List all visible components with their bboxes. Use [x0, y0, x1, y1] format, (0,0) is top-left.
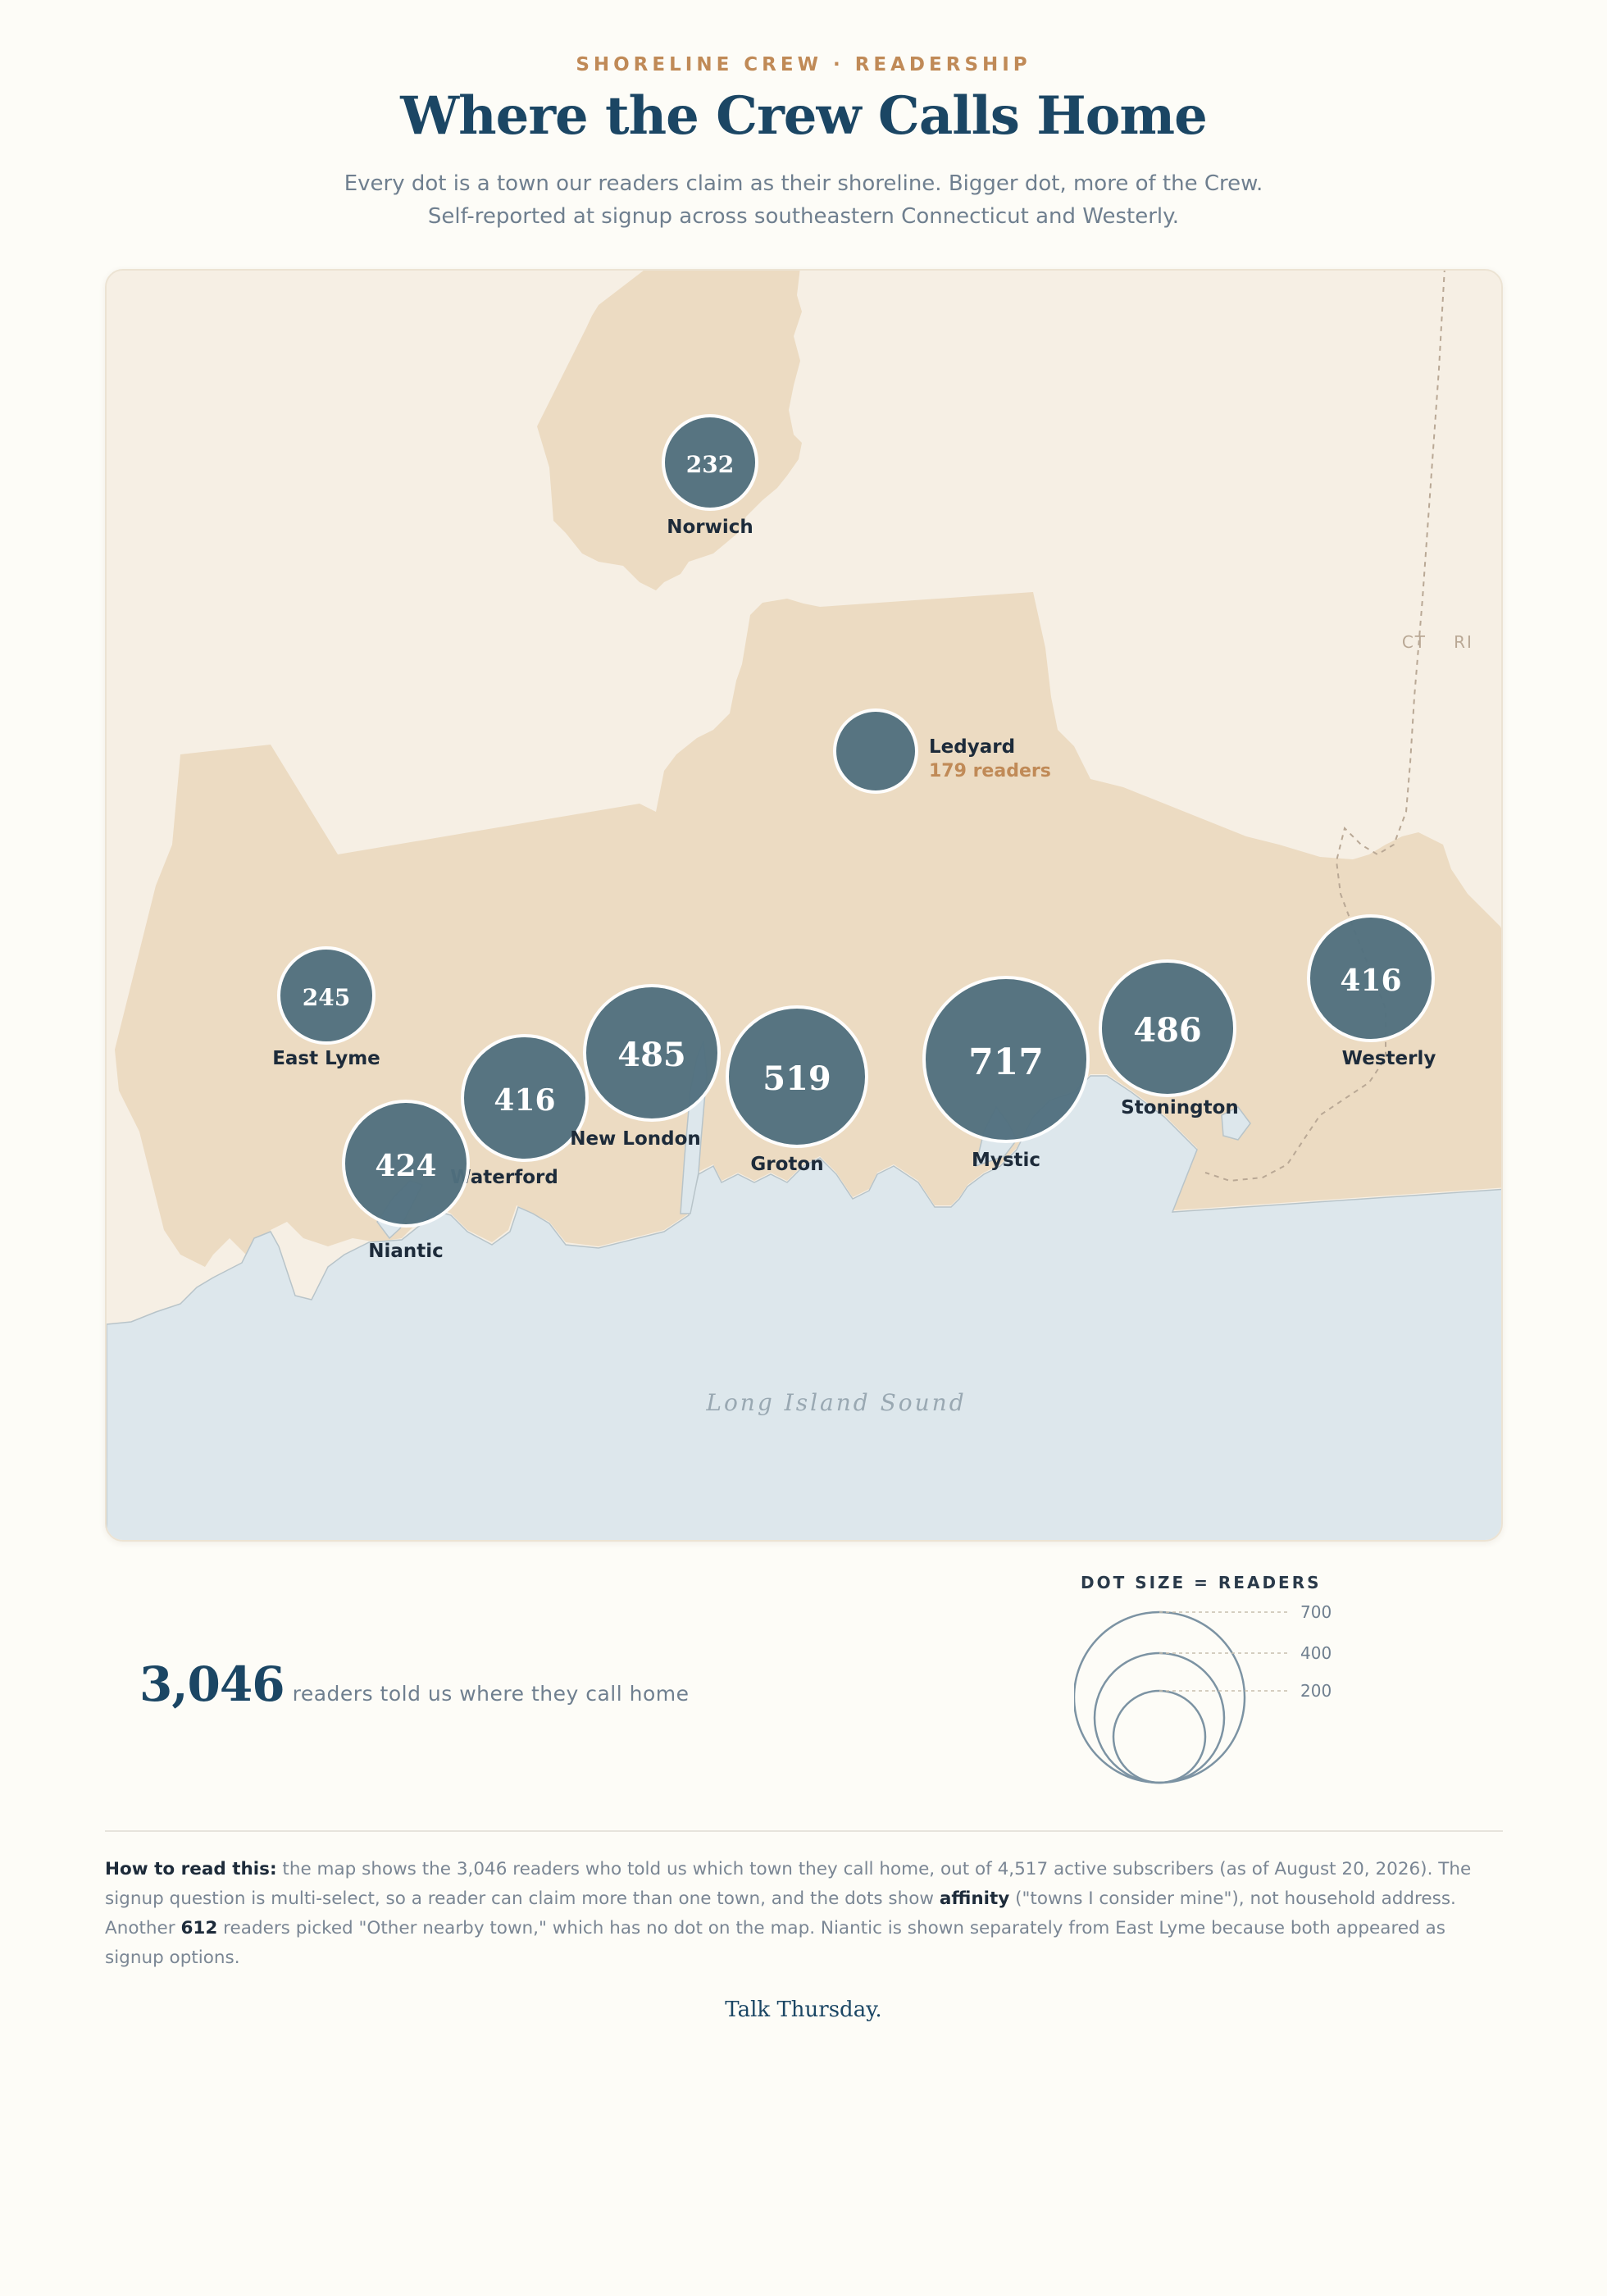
town-dot-westerly[interactable]: 416 Westerly: [1307, 914, 1436, 1069]
legend-circle-200: [1112, 1689, 1207, 1784]
town-dot-new-london[interactable]: 485 New London: [570, 984, 721, 1150]
town-dot-east-lyme[interactable]: 245 East Lyme: [272, 946, 380, 1069]
town-dot-groton[interactable]: 519 Groton: [726, 1005, 868, 1175]
divider: [105, 1830, 1503, 1832]
map-card: CT RI Long Island Sound 232 Norwich Ledy…: [105, 269, 1503, 1542]
town-label: East Lyme: [272, 1048, 380, 1069]
dot-value: 717: [968, 1041, 1044, 1083]
dot-value: 485: [617, 1036, 686, 1074]
water-label: Long Island Sound: [705, 1389, 966, 1416]
town-label: Stonington: [1121, 1097, 1239, 1118]
kicker: SHORELINE CREW · READERSHIP: [576, 54, 1031, 75]
town-label: Ledyard: [929, 736, 1015, 758]
page-title: Where the Crew Calls Home: [400, 85, 1208, 147]
reading-note: How to read this: the map shows the 3,04…: [105, 1855, 1503, 1973]
note-bold-affinity: affinity: [939, 1888, 1010, 1909]
state-border-line: [1204, 271, 1445, 1182]
reader-total-label: readers told us where they call home: [292, 1682, 690, 1706]
size-legend: DOT SIZE = READERS 700 400 200: [1074, 1566, 1418, 1796]
town-dot-niantic[interactable]: 424 Niantic: [342, 1100, 470, 1262]
reader-total: 3,046: [139, 1656, 285, 1712]
pawcatuck-inlet: [1221, 1106, 1251, 1141]
town-label: Mystic: [972, 1150, 1040, 1171]
legend-circle-400: [1093, 1651, 1226, 1784]
town-dots: 232 Norwich Ledyard 179 readers 245 East…: [272, 414, 1436, 1262]
signoff: Talk Thursday.: [725, 1998, 882, 2022]
town-label: Norwich: [667, 517, 753, 538]
subtitle: Every dot is a town our readers claim as…: [271, 167, 1336, 233]
town-dot-stonington[interactable]: 486 Stonington: [1099, 959, 1239, 1118]
note-part-1: the map shows the 3,046 readers who told…: [105, 1859, 1472, 1909]
map-canvas: CT RI Long Island Sound 232 Norwich Ledy…: [107, 271, 1501, 1540]
note-bold-count: 612: [180, 1918, 218, 1938]
dot-value: 232: [686, 451, 734, 478]
reader-stat: 3,046 readers told us where they call ho…: [139, 1656, 690, 1712]
dot-value: 519: [763, 1059, 831, 1098]
note-part-3: readers picked "Other nearby town," whic…: [105, 1918, 1445, 1968]
legend-circle-700: [1074, 1610, 1246, 1784]
note-part-2: ("towns I consider mine"), not household…: [105, 1888, 1456, 1938]
town-dot-norwich[interactable]: 232 Norwich: [662, 414, 758, 538]
state-label-ct: CT: [1402, 632, 1427, 652]
town-label: Niantic: [368, 1241, 444, 1262]
state-label-ri: RI: [1454, 632, 1473, 652]
note-lead: How to read this:: [105, 1859, 277, 1879]
town-dot-ledyard[interactable]: Ledyard 179 readers: [833, 708, 1051, 794]
legend-label-700: 700: [1300, 1602, 1332, 1622]
legend-label-200: 200: [1300, 1681, 1332, 1701]
dot-value: 486: [1133, 1011, 1202, 1050]
legend-graphic: 700 400 200: [1074, 1602, 1332, 1784]
dot-value: 245: [303, 984, 350, 1011]
town-label: Westerly: [1342, 1048, 1436, 1069]
dot-value: 416: [494, 1083, 555, 1118]
subtitle-line-1: Every dot is a town our readers claim as…: [344, 171, 1263, 196]
town-label: New London: [570, 1128, 701, 1150]
town-dot-mystic[interactable]: 717 Mystic: [922, 976, 1090, 1171]
legend-title: DOT SIZE = READERS: [1081, 1573, 1322, 1592]
town-readers-callout: 179 readers: [929, 761, 1051, 781]
subtitle-line-2: Self-reported at signup across southeast…: [427, 204, 1180, 229]
legend-label-400: 400: [1300, 1643, 1332, 1663]
town-label: Groton: [750, 1154, 823, 1175]
norwich-land: [537, 271, 802, 590]
dot-value: 416: [1340, 963, 1401, 998]
dot-value: 424: [375, 1149, 436, 1183]
